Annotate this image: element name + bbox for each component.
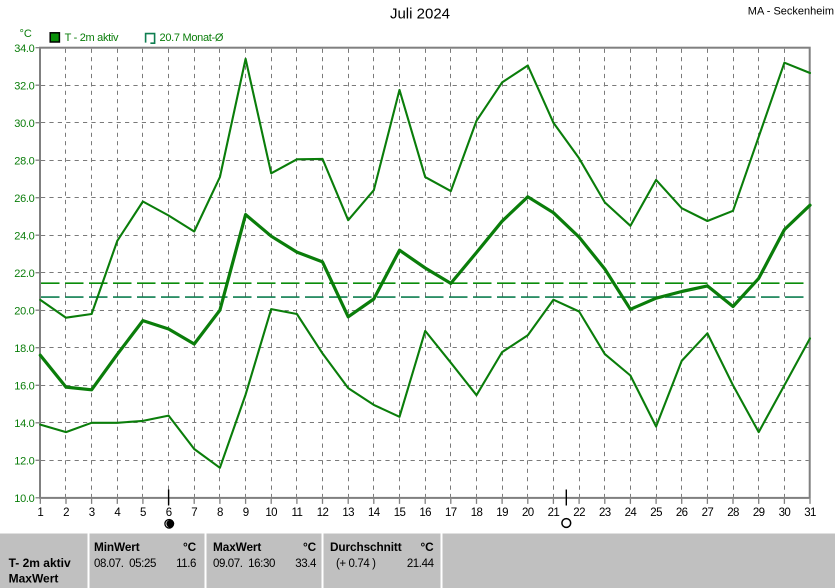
svg-text:22.0: 22.0: [14, 268, 34, 280]
svg-text:°C: °C: [20, 28, 32, 40]
svg-text:11: 11: [292, 507, 303, 519]
svg-text:6: 6: [166, 507, 172, 519]
svg-text:31: 31: [804, 507, 816, 519]
svg-text:°C: °C: [183, 540, 197, 554]
svg-text:9: 9: [243, 507, 249, 519]
svg-text:24: 24: [625, 507, 638, 519]
svg-text:10.0: 10.0: [14, 493, 34, 505]
svg-text:10: 10: [265, 507, 277, 519]
svg-text:17: 17: [445, 507, 457, 519]
svg-text:(+ 0.74 ): (+ 0.74 ): [336, 558, 376, 570]
svg-text:T - 2m aktiv: T - 2m aktiv: [65, 32, 119, 44]
svg-text:15: 15: [394, 507, 406, 519]
svg-text:30.0: 30.0: [14, 118, 34, 130]
svg-text:28: 28: [727, 507, 739, 519]
svg-text:16.0: 16.0: [14, 381, 34, 393]
svg-text:MaxWert: MaxWert: [213, 540, 261, 554]
svg-text:26.0: 26.0: [14, 193, 34, 205]
svg-text:16: 16: [419, 507, 431, 519]
svg-text:21.44: 21.44: [407, 558, 435, 570]
svg-text:11.6: 11.6: [176, 558, 196, 570]
svg-text:Juli 2024: Juli 2024: [390, 6, 450, 23]
svg-text:13: 13: [342, 507, 354, 519]
svg-text:09.07. 16:30: 09.07. 16:30: [213, 558, 275, 570]
svg-text:28.0: 28.0: [14, 156, 34, 168]
svg-text:24.0: 24.0: [14, 231, 34, 243]
svg-text:2: 2: [63, 507, 69, 519]
svg-text:4: 4: [114, 507, 121, 519]
svg-text:MA - Seckenheim: MA - Seckenheim: [748, 6, 834, 18]
svg-text:26: 26: [676, 507, 688, 519]
svg-text:29: 29: [753, 507, 765, 519]
svg-text:18: 18: [471, 507, 483, 519]
svg-text:7: 7: [191, 507, 197, 519]
svg-text:MinWert: MinWert: [94, 540, 140, 554]
svg-text:08.07. 05:25: 08.07. 05:25: [94, 558, 156, 570]
svg-text:1: 1: [37, 507, 43, 519]
svg-text:21: 21: [548, 507, 560, 519]
svg-text:12: 12: [317, 507, 329, 519]
svg-text:20: 20: [522, 507, 534, 519]
svg-text:MaxWert: MaxWert: [9, 571, 59, 585]
svg-text:12.0: 12.0: [14, 456, 34, 468]
svg-text:23: 23: [599, 507, 611, 519]
svg-text:°C: °C: [421, 540, 435, 554]
svg-text:22: 22: [573, 507, 585, 519]
svg-text:14.0: 14.0: [14, 418, 34, 430]
svg-text:27: 27: [702, 507, 714, 519]
svg-text:19: 19: [496, 507, 508, 519]
svg-text:25: 25: [650, 507, 662, 519]
svg-text:8: 8: [217, 507, 223, 519]
svg-text:Durchschnitt: Durchschnitt: [330, 540, 402, 554]
svg-text:18.0: 18.0: [14, 343, 34, 355]
svg-text:3: 3: [89, 507, 95, 519]
svg-text:33.4: 33.4: [295, 558, 317, 570]
svg-text:°C: °C: [303, 540, 317, 554]
svg-text:T- 2m aktiv: T- 2m aktiv: [9, 556, 71, 570]
svg-text:5: 5: [140, 507, 146, 519]
svg-text:34.0: 34.0: [14, 43, 34, 55]
svg-text:32.0: 32.0: [14, 81, 34, 93]
svg-text:14: 14: [368, 507, 381, 519]
svg-text:30: 30: [779, 507, 791, 519]
svg-text:20.0: 20.0: [14, 306, 34, 318]
svg-text:20.7 Monat-Ø: 20.7 Monat-Ø: [160, 32, 224, 44]
